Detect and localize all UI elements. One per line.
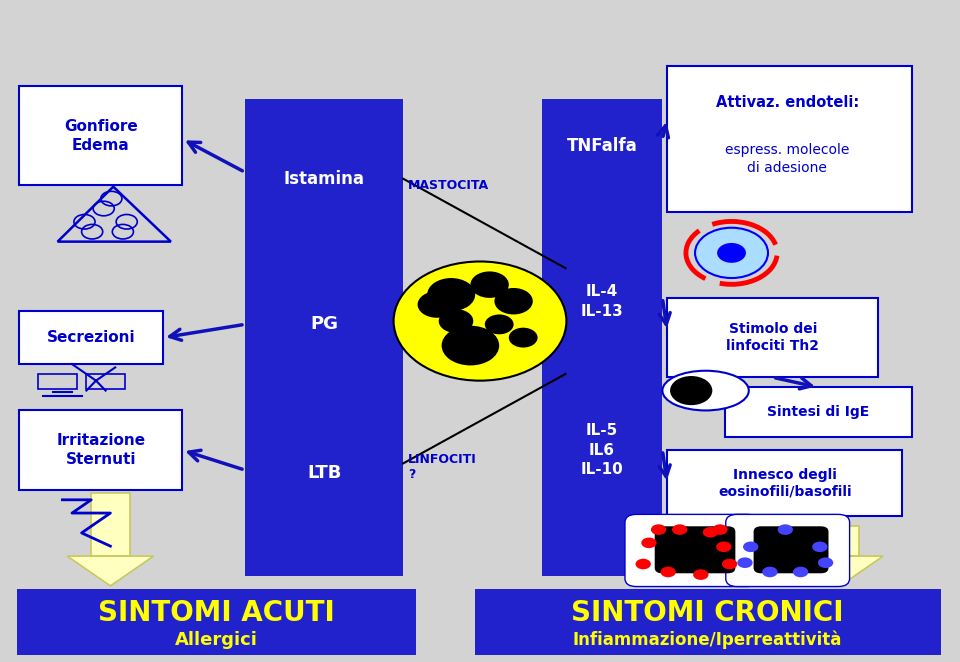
Text: Irritazione
Sternuti: Irritazione Sternuti [57,434,145,467]
Circle shape [641,538,657,548]
Text: Istamina: Istamina [284,169,365,188]
Circle shape [695,228,768,278]
Circle shape [793,567,808,577]
FancyBboxPatch shape [726,514,850,587]
Circle shape [660,567,676,577]
Circle shape [418,291,456,318]
Circle shape [670,376,712,405]
Circle shape [743,542,758,552]
Circle shape [636,559,651,569]
FancyBboxPatch shape [655,526,735,573]
Circle shape [737,557,753,568]
Text: TNFalfa: TNFalfa [566,136,637,155]
Circle shape [722,559,737,569]
Circle shape [812,542,828,552]
Circle shape [494,288,533,314]
FancyBboxPatch shape [19,86,182,185]
Circle shape [651,524,666,535]
Text: Innesco degli
eosinofili/basofili: Innesco degli eosinofili/basofili [718,467,852,499]
FancyBboxPatch shape [821,526,859,556]
Text: Allergici: Allergici [175,631,257,649]
Circle shape [717,243,746,263]
FancyBboxPatch shape [667,450,902,516]
Ellipse shape [662,371,749,410]
Circle shape [427,278,475,311]
Circle shape [762,567,778,577]
FancyBboxPatch shape [475,589,941,655]
Polygon shape [67,556,154,586]
Text: MASTOCITA: MASTOCITA [408,179,490,192]
Circle shape [672,524,687,535]
Text: IL-4
IL-13: IL-4 IL-13 [581,284,623,318]
Circle shape [485,314,514,334]
Circle shape [712,524,728,535]
Text: Attivaz. endoteli:: Attivaz. endoteli: [715,95,859,110]
FancyBboxPatch shape [17,589,416,655]
Circle shape [716,542,732,552]
Circle shape [693,569,708,580]
Circle shape [818,557,833,568]
Circle shape [439,309,473,333]
FancyBboxPatch shape [625,514,758,587]
Text: SINTOMI CRONICI: SINTOMI CRONICI [571,599,844,627]
Text: Sintesi di IgE: Sintesi di IgE [767,405,869,419]
FancyBboxPatch shape [245,99,403,576]
Text: IL-5
IL6
IL-10: IL-5 IL6 IL-10 [581,423,623,477]
FancyBboxPatch shape [542,99,662,576]
Polygon shape [797,556,883,586]
Text: Infiammazione/Iperreattività: Infiammazione/Iperreattività [573,631,842,649]
Text: LTB: LTB [307,464,342,483]
Circle shape [778,524,793,535]
FancyBboxPatch shape [725,387,912,437]
FancyBboxPatch shape [667,66,912,212]
FancyBboxPatch shape [91,493,130,556]
Text: Gonfiore
Edema: Gonfiore Edema [64,119,137,152]
Text: Secrezioni: Secrezioni [47,330,135,345]
Circle shape [394,261,566,381]
Text: SINTOMI ACUTI: SINTOMI ACUTI [98,599,334,627]
FancyBboxPatch shape [754,526,828,573]
Text: PG: PG [310,315,339,334]
Text: espress. molecole
di adesione: espress. molecole di adesione [725,143,850,175]
FancyBboxPatch shape [19,311,163,364]
Circle shape [442,326,499,365]
Text: Stimolo dei
linfociti Th2: Stimolo dei linfociti Th2 [727,322,819,354]
Circle shape [703,527,718,538]
Circle shape [470,271,509,298]
Circle shape [509,328,538,348]
FancyBboxPatch shape [19,410,182,490]
FancyBboxPatch shape [667,298,878,377]
Text: LINFOCITI
?: LINFOCITI ? [408,453,477,481]
